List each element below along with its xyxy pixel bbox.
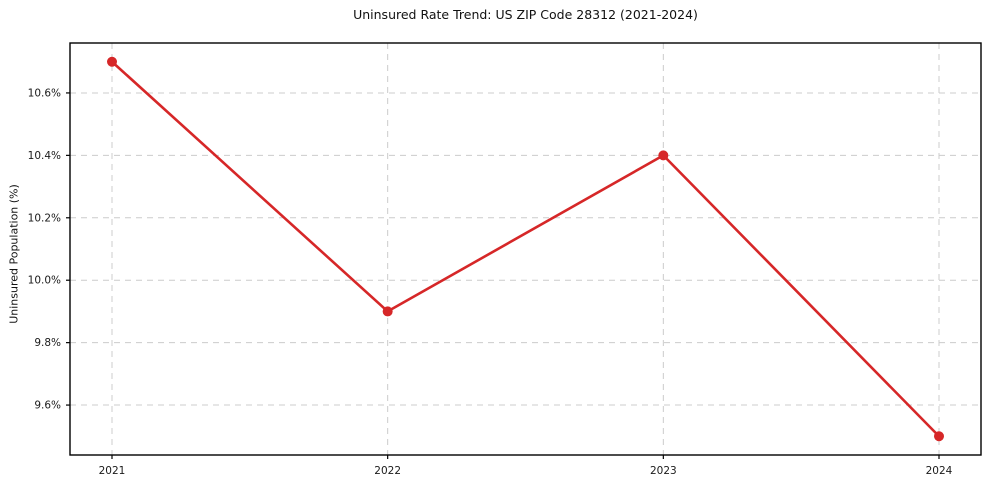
y-tick-label: 10.4%	[28, 150, 61, 162]
chart-title: Uninsured Rate Trend: US ZIP Code 28312 …	[353, 7, 698, 22]
y-tick-label: 10.0%	[28, 275, 61, 287]
plot-border	[69, 42, 982, 456]
y-tick-label: 9.8%	[34, 337, 61, 349]
y-tick-label: 9.6%	[34, 400, 61, 412]
data-point-2021	[107, 56, 117, 67]
x-tick-label: 2023	[650, 465, 677, 477]
y-tick-label: 10.6%	[28, 87, 61, 99]
x-tick-label: 2022	[374, 465, 401, 477]
x-tick-label: 2024	[926, 465, 953, 477]
data-point-2024	[934, 431, 944, 442]
data-point-2023	[658, 150, 669, 161]
trend-line	[110, 60, 941, 438]
x-tick-label: 2021	[99, 465, 126, 477]
y-tick-label: 10.2%	[28, 212, 61, 224]
data-point-2022	[382, 306, 393, 317]
